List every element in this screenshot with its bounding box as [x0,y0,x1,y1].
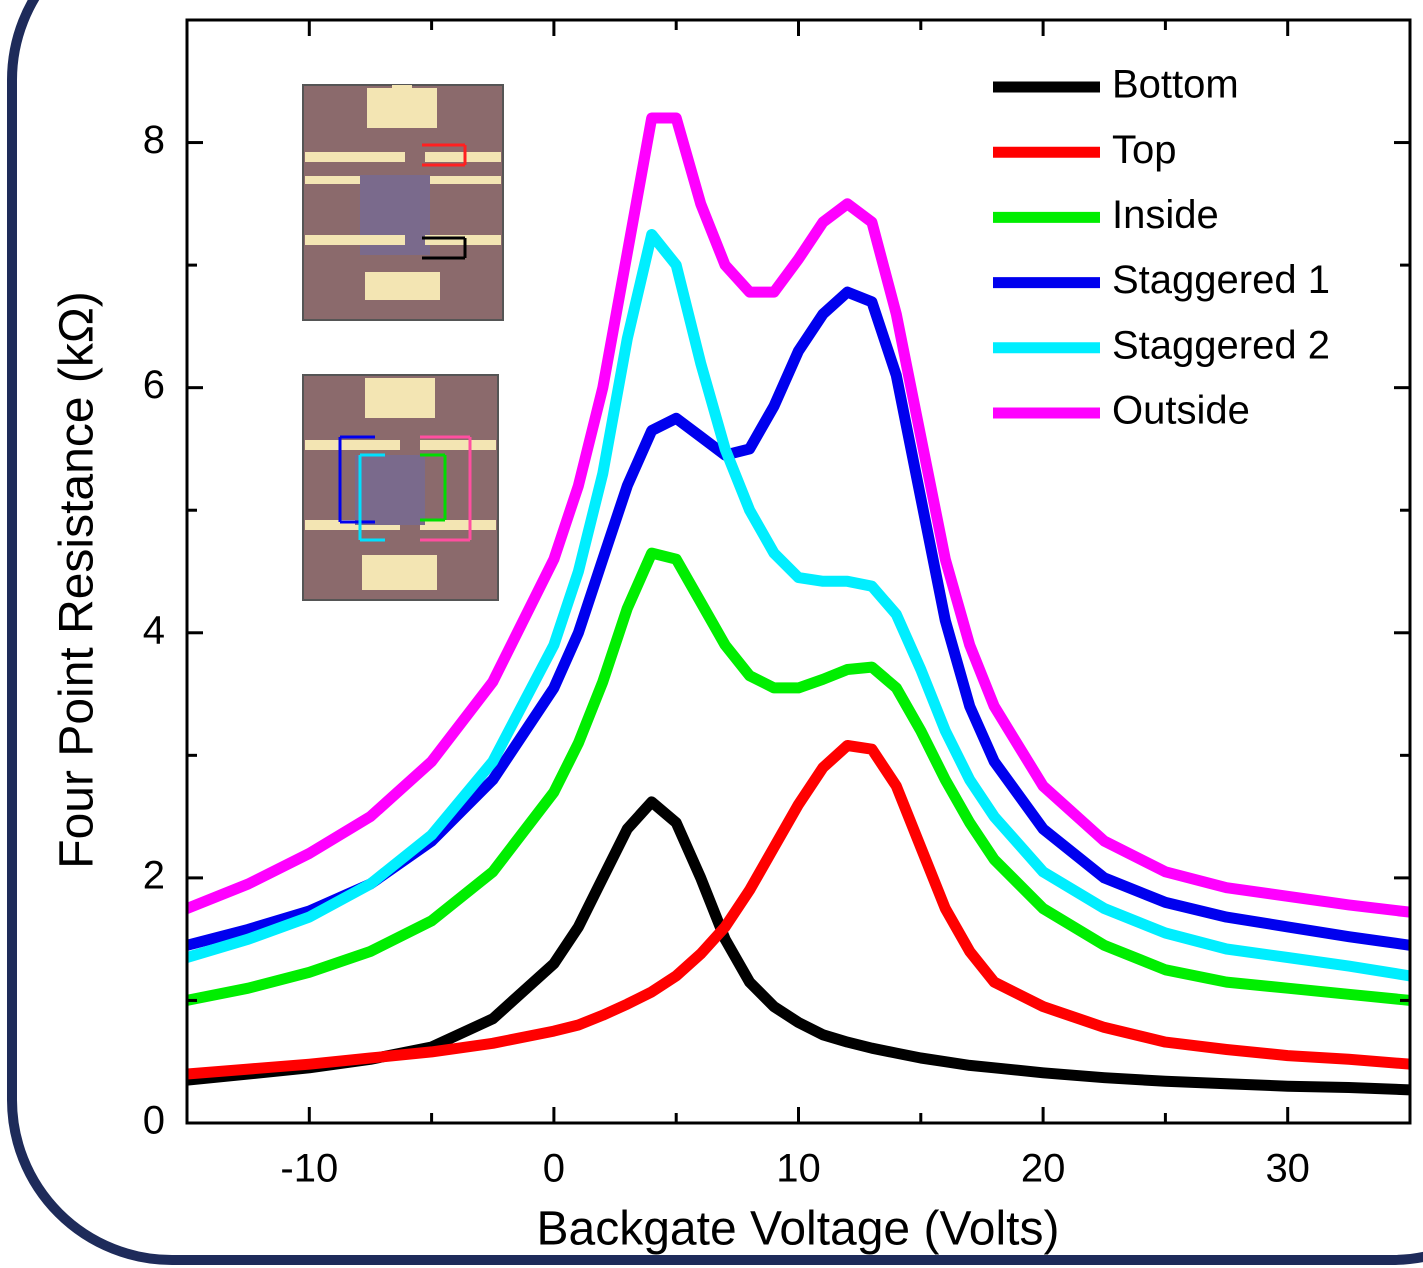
legend-label: Staggered 2 [1112,323,1330,367]
inset-top [303,85,503,320]
y-tick-label: 6 [143,363,165,407]
x-tick-label: 30 [1265,1147,1310,1191]
y-tick-label: 2 [143,853,165,897]
legend-label: Inside [1112,193,1219,237]
y-axis-title: Four Point Resistance (kΩ) [51,291,104,868]
inset-bottom [303,375,498,600]
chart: Backgate Voltage (Volts) Four Point Resi… [0,0,1423,1268]
x-tick-label: 20 [1021,1147,1066,1191]
legend-label: Outside [1112,389,1250,433]
x-tick-label: -10 [280,1147,338,1191]
y-tick-label: 4 [143,608,165,652]
x-axis-title: Backgate Voltage (Volts) [537,1203,1060,1256]
y-tick-label: 8 [143,118,165,162]
legend-label: Staggered 1 [1112,258,1330,302]
x-tick-label: 0 [543,1147,565,1191]
x-tick-label: 10 [776,1147,821,1191]
legend-label: Bottom [1112,63,1239,107]
y-tick-label: 0 [143,1099,165,1143]
legend-label: Top [1112,128,1177,172]
page: {"chart_data": { "type": "line", "x_labe… [0,0,1423,1268]
